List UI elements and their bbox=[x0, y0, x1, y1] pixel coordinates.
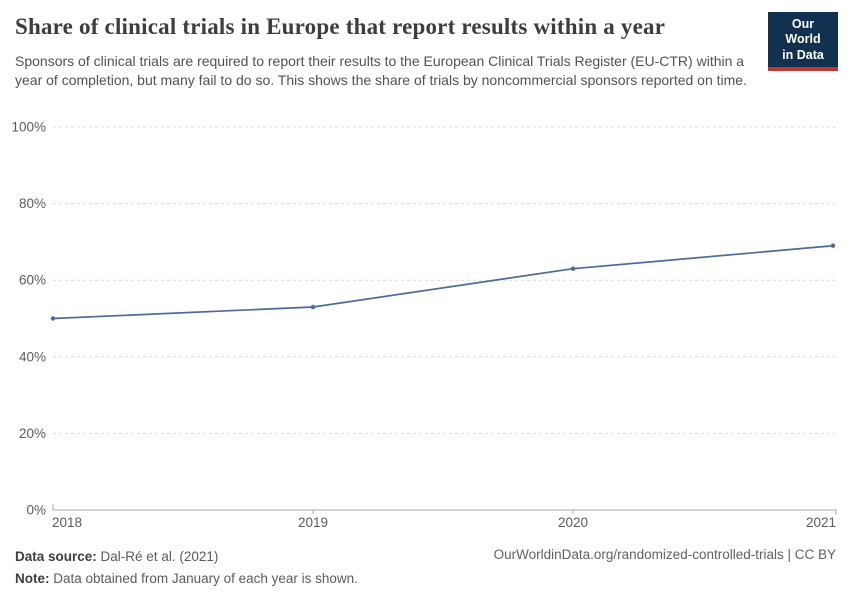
data-source-line: Data source: Dal-Ré et al. (2021) bbox=[15, 546, 358, 568]
data-line bbox=[52, 244, 834, 320]
note-line: Note: Data obtained from January of each… bbox=[15, 568, 358, 590]
owid-logo-line2: in Data bbox=[782, 47, 824, 62]
x-tick-label: 2018 bbox=[52, 515, 82, 530]
data-point-marker[interactable] bbox=[570, 266, 576, 271]
y-tick-label: 0% bbox=[26, 503, 46, 518]
note-value: Data obtained from January of each year … bbox=[53, 571, 358, 587]
data-source-value: Dal-Ré et al. (2021) bbox=[100, 549, 219, 564]
chart-footer: Data source: Dal-Ré et al. (2021) Note: … bbox=[15, 546, 358, 591]
data-source-label: Data source: bbox=[15, 549, 97, 564]
y-tick-label: 60% bbox=[19, 273, 46, 288]
y-tick-label: 100% bbox=[11, 120, 46, 135]
x-tick-label: 2019 bbox=[298, 515, 328, 530]
y-tick-label: 80% bbox=[19, 196, 46, 211]
data-point-marker[interactable] bbox=[830, 243, 836, 248]
x-tick-label: 2021 bbox=[806, 515, 836, 530]
data-point-marker[interactable] bbox=[310, 304, 316, 310]
data-point-marker[interactable] bbox=[50, 316, 56, 321]
owid-url-link[interactable]: OurWorldinData.org/randomized-controlled… bbox=[493, 547, 836, 562]
chart-subtitle: Sponsors of clinical trials are required… bbox=[15, 53, 747, 89]
owid-logo[interactable]: Our World in Data bbox=[768, 12, 838, 71]
note-label: Note: bbox=[15, 571, 50, 587]
x-tick-label: 2020 bbox=[558, 515, 588, 530]
owid-logo-line1: Our World bbox=[785, 17, 821, 47]
y-tick-label: 40% bbox=[19, 349, 46, 364]
y-tick-label: 20% bbox=[19, 426, 46, 441]
chart-svg: 0% 20% 40% 60% 80% 100% 2018 2019 2020 2021 bbox=[11, 120, 837, 530]
chart-title: Share of clinical trials in Europe that … bbox=[15, 14, 666, 39]
